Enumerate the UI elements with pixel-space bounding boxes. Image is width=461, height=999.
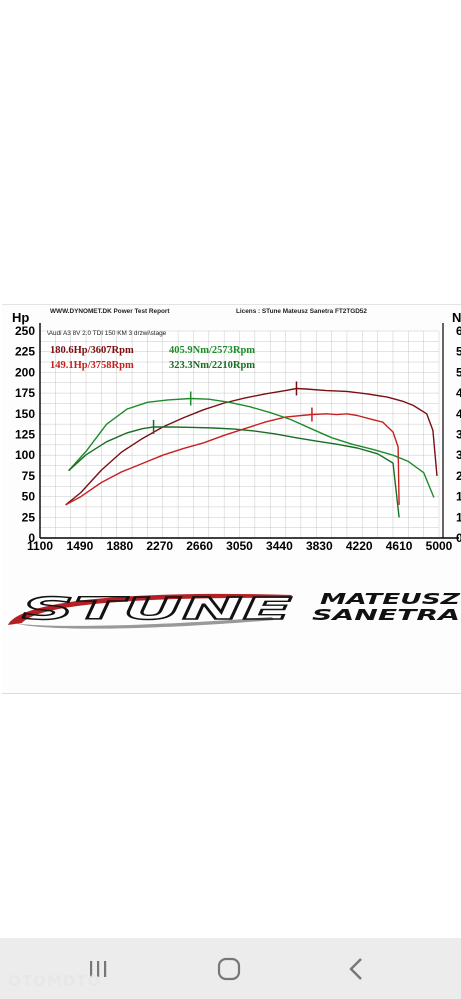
dyno-chart: 1100 1490 1880 2270 2660 3050 3440 3830 4220 4610… [8,310,461,629]
dyno-report-sheet: WWW.DYNOMET.DK Power Test Report Licens … [2,304,461,694]
nm-tuned-line [68,397,435,498]
recent-apps-icon [90,961,107,977]
nm-stock-summary: 323.3Nm/2210Rpm [169,360,255,371]
y2-axis-title: N [452,310,461,325]
nm-stock-line [68,426,400,518]
y2-tick-label: 1 [456,490,461,504]
otomoto-watermark: OTOMOTO [8,972,102,990]
y-tick-label: 0 [28,531,35,545]
y2-tick-label: 5 [456,345,461,359]
y-tick-label: 175 [15,386,35,400]
y-tick-label: 25 [22,510,36,524]
logo-swoosh-top [8,593,292,625]
report-title: WWW.DYNOMET.DK Power Test Report [50,308,170,315]
android-nav-bar [0,938,461,999]
y-axis-title: Hp [12,310,29,325]
y2-tick-label: 2 [456,469,461,483]
y2-tick-label: 4 [456,386,461,400]
logo-line1: MATEUSZ [320,590,461,608]
x-tick-label: 3440 [266,539,293,553]
x-tick-label: 2270 [146,539,173,553]
y-tick-label: 225 [15,345,35,359]
back-icon [349,958,362,980]
y-tick-label: 250 [15,324,35,338]
y2-tick-label: 1 [456,510,461,524]
home-button[interactable] [209,952,249,986]
hp-stock-summary: 149.1Hp/3758Rpm [50,360,134,371]
licens-text: Licens : STune Mateusz Sanetra FT2TGD52 [236,308,367,315]
logo-line2: SANETRA [312,606,460,624]
y-tick-label: 200 [15,365,35,379]
logo-brand-text: STUNE [22,592,293,627]
y-tick-label: 75 [22,469,36,483]
y2-tick-label: 5 [456,365,461,379]
x-tick-label: 1100 [27,539,53,553]
x-tick-label: 4610 [386,539,413,553]
hp-tuned-summary: 180.6Hp/3607Rpm [50,345,134,356]
y-tick-label: 100 [15,448,35,462]
y2-tick-label: 0 [456,531,461,545]
x-tick-label: 2660 [186,539,213,553]
recent-apps-button[interactable] [78,952,118,986]
x-tick-label: 4220 [346,539,373,553]
nm-tuned-summary: 405.9Nm/2573Rpm [169,345,255,356]
x-tick-label: 3830 [306,539,333,553]
y2-tick-label: 3 [456,428,461,442]
home-icon [217,957,241,981]
y-tick-label: 50 [22,490,36,504]
hp-stock-line [65,413,400,506]
hp-tuned-line [65,387,438,506]
car-description: \Audi A3 8V 2.0 TDI 150 KM 3 drzwi\stage [47,330,167,337]
y-tick-label: 150 [15,407,35,421]
x-tick-label: 1490 [67,539,94,553]
x-tick-label: 1880 [106,539,133,553]
back-button[interactable] [337,952,377,986]
y2-tick-label: 6 [456,324,461,338]
y-tick-label: 125 [15,428,35,442]
x-tick-label: 5000 [426,539,453,553]
x-tick-label: 3050 [226,539,253,553]
logo-swoosh-bottom [14,617,274,629]
y2-tick-label: 4 [456,407,461,421]
y2-tick-label: 3 [456,448,461,462]
